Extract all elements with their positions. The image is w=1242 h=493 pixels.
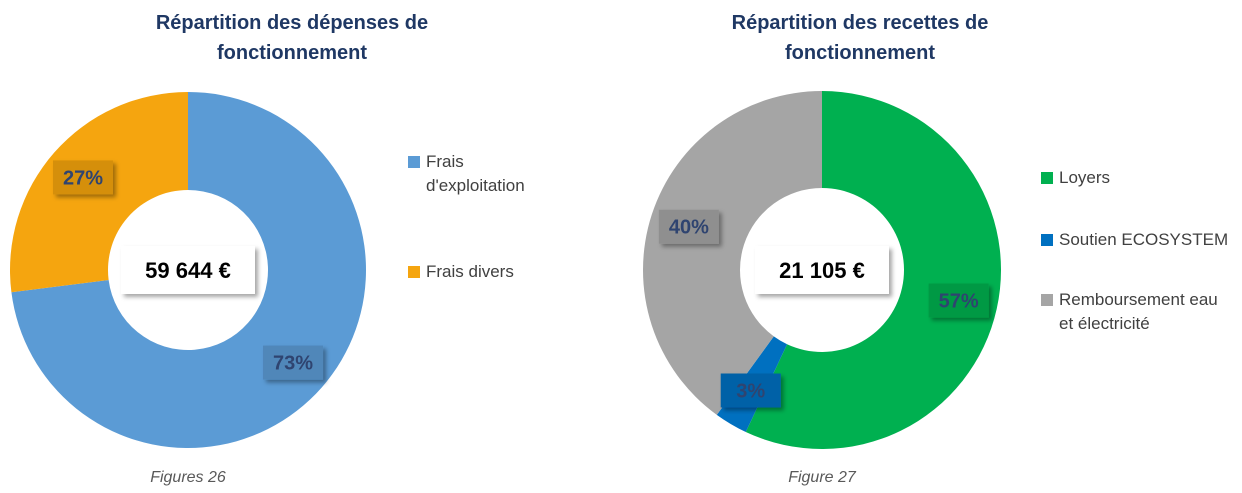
legend-entry: Loyers bbox=[1041, 166, 1229, 190]
legend-label: Frais divers bbox=[426, 262, 514, 281]
data-label-shade bbox=[658, 209, 719, 244]
data-label-text: 40% bbox=[669, 217, 709, 239]
data-label-text: 57% bbox=[939, 291, 979, 313]
data-label: 27% bbox=[52, 160, 113, 195]
center-label: 59 644 € bbox=[145, 258, 231, 283]
legend-swatch bbox=[408, 156, 420, 168]
data-label-text: 3% bbox=[736, 381, 765, 403]
data-label-box bbox=[52, 160, 113, 195]
chart-title: Répartition des recettes de fonctionneme… bbox=[731, 12, 989, 64]
legend-entry: Frais divers bbox=[408, 260, 566, 284]
legend-label: Frais d'exploitation bbox=[426, 152, 525, 195]
legend-swatch bbox=[1041, 234, 1053, 246]
data-label-shade bbox=[928, 283, 989, 318]
data-label: 3% bbox=[720, 373, 781, 408]
figure-caption: Figure 27 bbox=[788, 469, 856, 486]
legend-label: Loyers bbox=[1059, 168, 1111, 187]
data-label-shade bbox=[52, 160, 113, 195]
center-label: 21 105 € bbox=[779, 258, 865, 283]
data-label: 57% bbox=[928, 283, 989, 318]
data-label-text: 73% bbox=[273, 353, 313, 375]
data-label-box bbox=[720, 373, 781, 408]
chart-title: Répartition des dépenses de fonctionneme… bbox=[155, 12, 429, 64]
legend-entry: Soutien ECOSYSTEM bbox=[1041, 228, 1229, 252]
legend-swatch bbox=[1041, 294, 1053, 306]
legend-entry: Frais d'exploitation bbox=[408, 150, 566, 198]
legend-label: Soutien ECOSYSTEM bbox=[1059, 230, 1229, 249]
data-label-shade bbox=[720, 373, 781, 408]
data-label-text: 27% bbox=[63, 167, 103, 189]
data-label: 73% bbox=[263, 345, 324, 380]
data-label-box bbox=[263, 345, 324, 380]
legend-label: Remboursement eau et électricité bbox=[1059, 290, 1218, 333]
legend-entry: Remboursement eau et électricité bbox=[1041, 288, 1229, 336]
center-box bbox=[121, 246, 255, 294]
legend-swatch bbox=[1041, 172, 1053, 184]
data-label-shade bbox=[263, 345, 324, 380]
data-label: 40% bbox=[658, 209, 719, 244]
center-box bbox=[755, 246, 889, 294]
data-label-box bbox=[928, 283, 989, 318]
donut-slice bbox=[745, 91, 1002, 449]
donut-slice bbox=[643, 91, 822, 415]
legend-swatch bbox=[408, 266, 420, 278]
data-label-box bbox=[658, 209, 719, 244]
figure-caption: Figures 26 bbox=[150, 469, 226, 486]
